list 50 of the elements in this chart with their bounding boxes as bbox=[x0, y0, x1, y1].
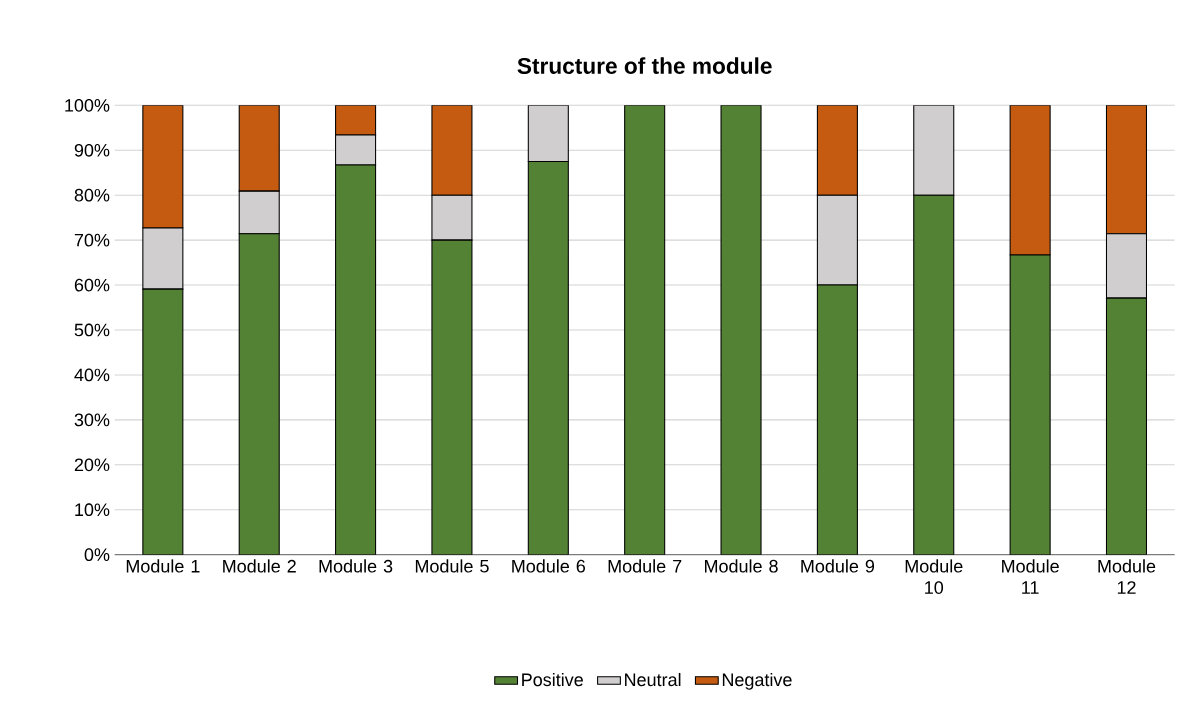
y-tick-label: 80% bbox=[74, 189, 110, 202]
bar bbox=[238, 105, 280, 192]
y-tick-label: 90% bbox=[74, 144, 110, 157]
bar bbox=[1105, 297, 1148, 555]
bar bbox=[431, 105, 473, 196]
bar bbox=[1105, 105, 1148, 235]
legend-label: Neutral bbox=[625, 673, 681, 687]
x-tick-label: Module 1 bbox=[126, 559, 200, 573]
y-tick-label: 30% bbox=[74, 413, 110, 427]
y-tick-label: 20% bbox=[74, 458, 110, 472]
x-tick-label: Module 7 bbox=[608, 559, 682, 573]
x-tick-label: Module 3 bbox=[319, 559, 393, 573]
legend-label: Negative bbox=[722, 673, 792, 690]
bar bbox=[431, 194, 473, 241]
x-tick-label: Module 5 bbox=[415, 559, 489, 573]
bar bbox=[1105, 233, 1148, 299]
x-tick-label: Module 12 bbox=[1098, 559, 1156, 594]
bar bbox=[142, 227, 184, 290]
y-tick-label: 50% bbox=[74, 323, 110, 337]
y-tick-label: 100% bbox=[65, 99, 110, 112]
x-tick-label: Module 9 bbox=[801, 559, 875, 573]
bar bbox=[1009, 254, 1051, 555]
x-tick-label: Module 11 bbox=[1002, 559, 1059, 594]
x-tick-label: Module 6 bbox=[512, 559, 586, 573]
bar bbox=[431, 239, 473, 555]
x-tick-label: Module 10 bbox=[905, 559, 963, 595]
legend-label: Positive bbox=[522, 673, 583, 687]
bar bbox=[238, 190, 280, 235]
bar bbox=[816, 105, 858, 196]
x-tick-label: Module 2 bbox=[223, 559, 296, 573]
bar bbox=[238, 233, 280, 555]
y-tick-label: 10% bbox=[75, 503, 110, 517]
bar bbox=[816, 194, 858, 286]
y-tick-label: 70% bbox=[74, 233, 110, 247]
bar bbox=[142, 288, 184, 555]
bar bbox=[142, 105, 184, 229]
bar bbox=[335, 105, 377, 136]
y-tick-label: 40% bbox=[74, 368, 110, 382]
chart-title: Structure of the module bbox=[517, 57, 772, 75]
bar bbox=[816, 284, 858, 555]
bar bbox=[720, 105, 762, 555]
y-tick-label: 0% bbox=[84, 548, 110, 562]
bar bbox=[1009, 105, 1051, 256]
bar bbox=[913, 194, 955, 555]
bar bbox=[624, 105, 666, 555]
x-tick-label: Module 8 bbox=[705, 559, 778, 573]
bar bbox=[527, 161, 569, 555]
bar bbox=[335, 164, 377, 555]
bar bbox=[335, 134, 377, 166]
y-tick-label: 60% bbox=[74, 278, 110, 292]
